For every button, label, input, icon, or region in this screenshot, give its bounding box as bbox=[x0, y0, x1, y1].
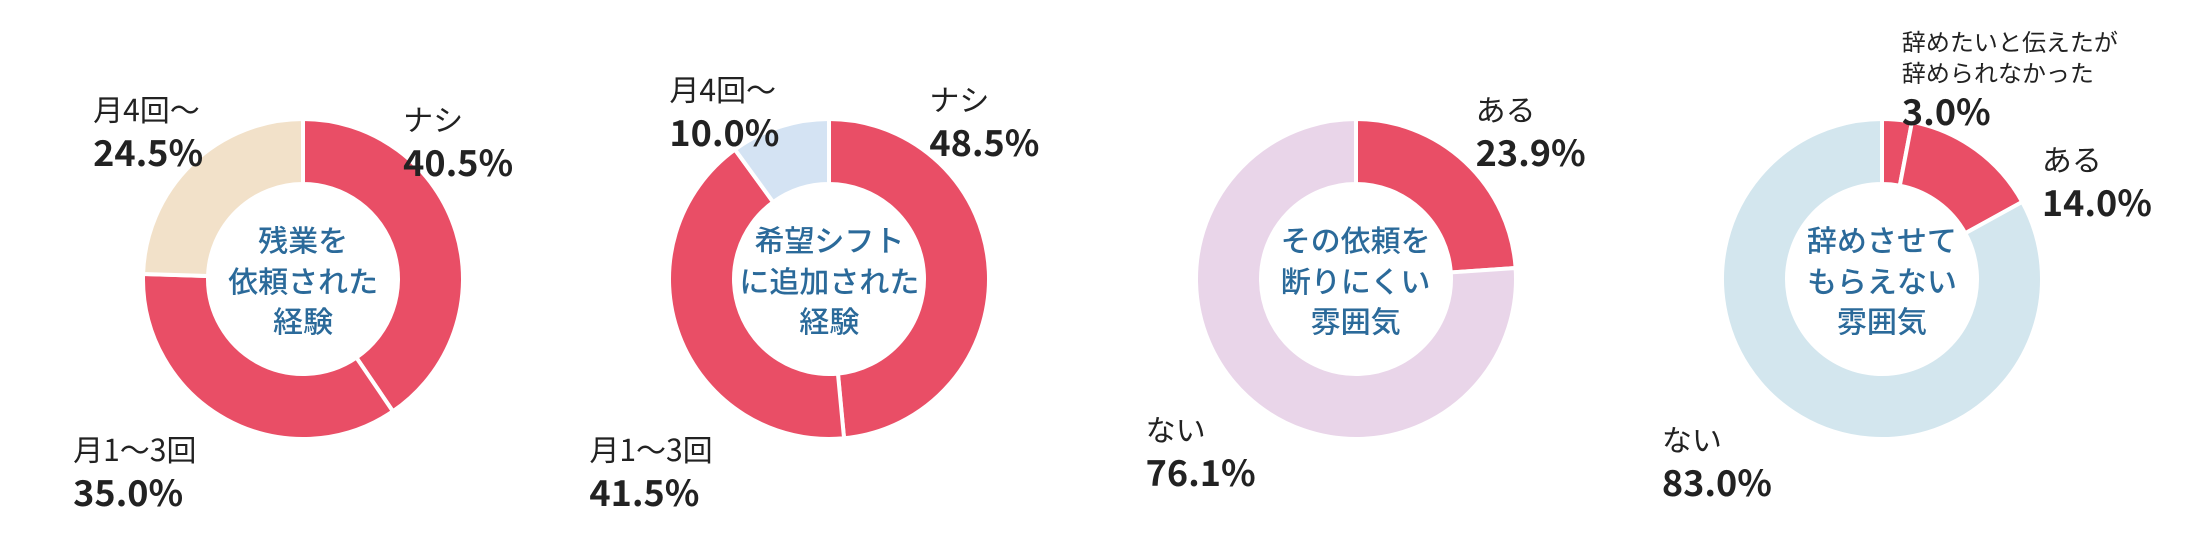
slice-label: 月1〜3回41.5% bbox=[589, 429, 712, 515]
slice-label: ある23.9% bbox=[1476, 89, 1586, 175]
slice-label-pct: 10.0% bbox=[669, 108, 779, 155]
slice-label-name: 月4回〜 bbox=[669, 69, 779, 108]
slice-label: 月4回〜10.0% bbox=[669, 69, 779, 155]
slice-label-pct: 3.0% bbox=[1902, 87, 2118, 134]
slice-label-name: 月1〜3回 bbox=[73, 429, 196, 468]
slice-label-name: ない bbox=[1146, 409, 1256, 448]
slice-label-pct: 23.9% bbox=[1476, 128, 1586, 175]
slice-label: 月1〜3回35.0% bbox=[73, 429, 196, 515]
chart-center-title: 辞めさせて もらえない 雰囲気 bbox=[1807, 218, 1957, 340]
slice-label-name: ナシ bbox=[929, 79, 1039, 118]
chart-center-title: その依頼を 断りにくい 雰囲気 bbox=[1281, 218, 1431, 340]
donut-chart-cant-quit: 辞めさせて もらえない 雰囲気辞めたいと伝えたが 辞められなかった3.0%ある1… bbox=[1622, 19, 2142, 539]
donut-chart-overtime: 残業を 依頼された 経験ナシ40.5%月1〜3回35.0%月4回〜24.5% bbox=[43, 19, 563, 539]
donut-chart-shift-added: 希望シフト に追加された 経験ナシ48.5%月1〜3回41.5%月4回〜10.0… bbox=[569, 19, 1089, 539]
chart-center-title: 希望シフト に追加された 経験 bbox=[739, 218, 919, 340]
slice-label: ナシ48.5% bbox=[929, 79, 1039, 165]
slice-label-name: 辞めたいと伝えたが 辞められなかった bbox=[1902, 25, 2118, 87]
slice-label: ない83.0% bbox=[1662, 419, 1772, 505]
chart-center-title: 残業を 依頼された 経験 bbox=[228, 218, 378, 340]
slice-label-name: ない bbox=[1662, 419, 1772, 458]
slice-label-pct: 24.5% bbox=[93, 128, 203, 175]
slice-label: ナシ40.5% bbox=[403, 99, 513, 185]
slice-label-name: 月1〜3回 bbox=[589, 429, 712, 468]
slice-label-name: 月4回〜 bbox=[93, 89, 203, 128]
slice-label: ある14.0% bbox=[2042, 139, 2152, 225]
slice-label-pct: 41.5% bbox=[589, 468, 712, 515]
slice-label-name: ナシ bbox=[403, 99, 513, 138]
slice-label: ない76.1% bbox=[1146, 409, 1256, 495]
slice-label-pct: 83.0% bbox=[1662, 458, 1772, 505]
slice-label-name: ある bbox=[1476, 89, 1586, 128]
slice-label: 辞めたいと伝えたが 辞められなかった3.0% bbox=[1902, 25, 2118, 134]
slice-label-pct: 14.0% bbox=[2042, 178, 2152, 225]
slice-label-pct: 48.5% bbox=[929, 118, 1039, 165]
donut-chart-hard-to-refuse: その依頼を 断りにくい 雰囲気ある23.9%ない76.1% bbox=[1096, 19, 1616, 539]
slice-label-pct: 76.1% bbox=[1146, 448, 1256, 495]
slice-label-pct: 35.0% bbox=[73, 468, 196, 515]
slice-label-pct: 40.5% bbox=[403, 138, 513, 185]
slice-label: 月4回〜24.5% bbox=[93, 89, 203, 175]
slice-label-name: ある bbox=[2042, 139, 2152, 178]
